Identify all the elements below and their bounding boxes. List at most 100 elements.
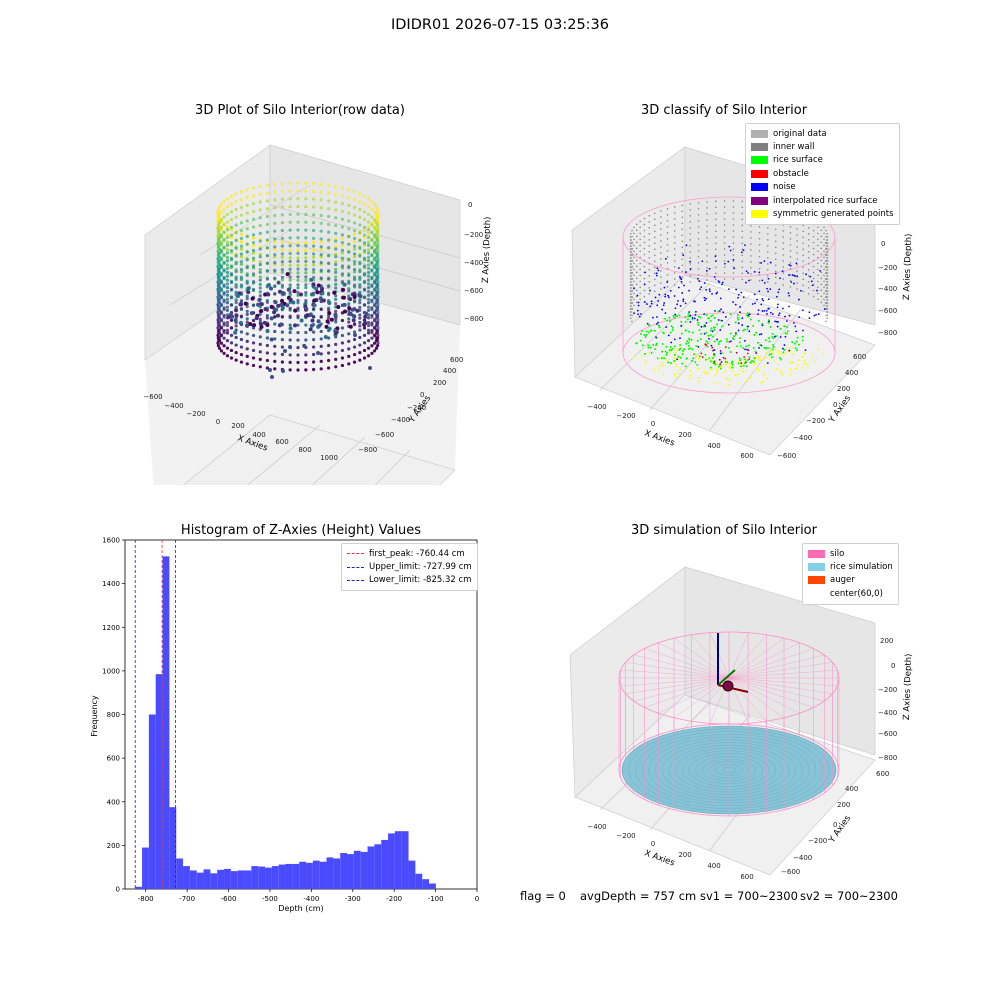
scatter-point <box>347 196 350 199</box>
noise-point <box>682 300 684 302</box>
rice-surface-point <box>710 330 712 332</box>
scatter-point <box>281 315 284 318</box>
scatter-point <box>320 345 323 348</box>
scatter-point <box>296 181 299 184</box>
rice-surface-point <box>732 364 734 366</box>
scatter-point <box>358 359 361 362</box>
inner-wall-point <box>767 269 769 271</box>
rice-surface-point <box>664 318 666 320</box>
noise-point <box>768 278 770 280</box>
noise-point <box>764 282 766 284</box>
scatter-point <box>289 197 292 200</box>
inner-wall-point <box>802 285 804 287</box>
noise-point <box>779 312 781 314</box>
rice-surface-point <box>768 354 770 356</box>
scatter-point <box>320 183 323 186</box>
scatter-point <box>246 188 249 191</box>
scatter-point <box>304 260 307 263</box>
symmetric-point <box>774 349 776 351</box>
inner-wall-point <box>808 263 810 265</box>
noise-point <box>644 271 646 273</box>
symmetric-point <box>777 363 779 365</box>
scatter-point <box>235 270 238 273</box>
scatter-point <box>222 231 225 234</box>
obstacle-point <box>711 347 713 349</box>
scatter-point <box>273 253 276 256</box>
scatter-point <box>289 260 292 263</box>
inner-wall-point <box>689 245 691 247</box>
scatter-point <box>289 323 292 326</box>
scatter-point <box>289 228 292 231</box>
scatter-point <box>367 236 370 239</box>
inner-wall-point <box>825 321 827 323</box>
scatter-point <box>363 264 366 267</box>
rice-surface-point <box>796 349 798 351</box>
inner-wall-point <box>631 315 633 317</box>
inner-wall-point <box>750 225 752 227</box>
inner-wall-point <box>660 264 662 266</box>
scatter-point <box>373 249 376 252</box>
scatter-point <box>289 331 292 334</box>
scatter-point <box>218 305 221 308</box>
rice-surface-point <box>671 325 673 327</box>
scatter-point <box>376 216 379 219</box>
inner-wall-point <box>636 254 638 256</box>
inner-wall-point <box>715 243 717 245</box>
scatter-point <box>259 286 262 289</box>
scatter-point <box>334 201 337 204</box>
noise-point <box>730 250 732 252</box>
scatter-point <box>367 233 370 236</box>
rice-surface-point <box>666 320 668 322</box>
scatter-point <box>373 210 376 213</box>
inner-wall-point <box>823 239 825 241</box>
panel1-xtick: 800 <box>298 446 311 454</box>
inner-wall-point <box>689 251 691 253</box>
scatter-point <box>235 336 238 339</box>
histogram-bar <box>272 866 279 889</box>
noise-point <box>663 304 665 306</box>
rice-surface-point <box>758 320 760 322</box>
inner-wall-point <box>733 242 735 244</box>
scatter-point <box>363 249 366 252</box>
scatter-point <box>240 190 243 193</box>
inner-wall-point <box>827 248 829 250</box>
inner-wall-point <box>660 240 662 242</box>
histogram-ytick-label: 1000 <box>102 667 120 675</box>
scatter-point <box>376 308 379 311</box>
inner-wall-point <box>775 264 777 266</box>
scatter-point <box>347 227 350 230</box>
inner-wall-point <box>796 282 798 284</box>
scatter-point <box>230 195 233 198</box>
rice-surface-point <box>686 340 688 342</box>
histogram-ytick-label: 200 <box>107 842 120 850</box>
scatter-point <box>312 241 315 244</box>
scatter-point <box>218 328 221 331</box>
scatter-point <box>358 336 361 339</box>
scatter-point <box>358 313 361 316</box>
symmetric-point <box>729 363 731 365</box>
inner-wall-point <box>674 284 676 286</box>
inner-wall-point <box>783 230 785 232</box>
noise-point <box>788 306 790 308</box>
noise-point <box>668 334 670 336</box>
noise-point <box>777 326 779 328</box>
noise-point <box>775 273 777 275</box>
scatter-point <box>363 315 367 319</box>
scatter-point <box>272 310 276 314</box>
rice-surface-point <box>635 342 637 344</box>
symmetric-point <box>727 384 729 386</box>
scatter-point <box>327 215 330 218</box>
rice-surface-point <box>772 337 774 339</box>
scatter-point <box>259 290 262 293</box>
rice-surface-point <box>705 340 707 342</box>
scatter-point <box>312 252 315 255</box>
inner-wall-point <box>813 260 815 262</box>
rice-surface-point <box>674 345 676 347</box>
scatter-point <box>353 229 356 232</box>
histogram-bar <box>258 867 265 889</box>
inner-wall-point <box>775 246 777 248</box>
inner-wall-point <box>636 290 638 292</box>
inner-wall-point <box>733 206 735 208</box>
inner-wall-point <box>681 240 683 242</box>
inner-wall-point <box>827 284 829 286</box>
